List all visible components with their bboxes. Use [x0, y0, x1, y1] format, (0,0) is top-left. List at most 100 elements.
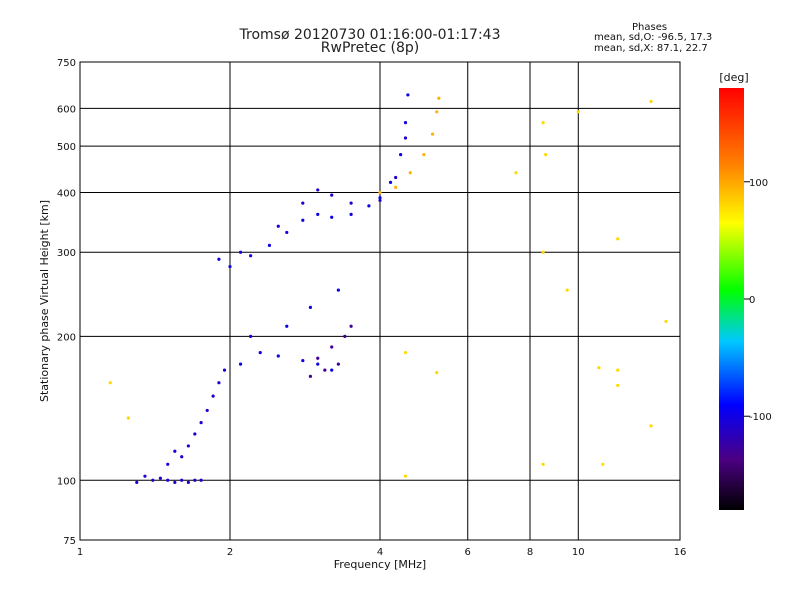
y-tick-label: 500	[57, 142, 76, 153]
data-point	[330, 193, 334, 197]
data-point	[544, 153, 548, 157]
data-points	[108, 93, 668, 484]
data-point	[316, 188, 320, 192]
data-point	[394, 175, 398, 180]
data-point	[378, 198, 382, 203]
y-tick-label: 100	[57, 476, 76, 487]
data-point	[403, 350, 408, 355]
data-point	[151, 478, 155, 482]
data-point	[601, 462, 605, 466]
data-point	[349, 201, 353, 205]
data-point	[349, 324, 353, 328]
data-point	[301, 358, 305, 363]
data-point	[173, 449, 177, 453]
data-point	[437, 96, 441, 100]
colorbar-label: [deg]	[719, 71, 748, 84]
data-point	[166, 478, 170, 482]
data-point	[108, 381, 112, 385]
x-tick-label: 16	[674, 547, 687, 558]
x-tick-label: 8	[527, 547, 533, 558]
data-point	[616, 368, 620, 372]
data-point	[205, 408, 209, 413]
data-point	[649, 99, 653, 104]
data-point	[367, 204, 371, 208]
data-point	[316, 356, 320, 360]
data-point	[301, 218, 305, 222]
axis-ticks: 1 2 4 6 8 10 16 75 100 200 300 400 500 600 750	[57, 58, 686, 558]
data-point	[217, 381, 221, 385]
data-point	[430, 132, 435, 136]
data-point	[394, 185, 398, 189]
data-point	[285, 324, 289, 328]
data-point	[249, 254, 253, 258]
y-tick-label: 200	[57, 332, 76, 343]
data-point	[403, 136, 408, 140]
data-point	[173, 480, 177, 484]
data-point	[143, 474, 147, 478]
y-axis-label: Stationary phase Virtual Height [km]	[38, 200, 51, 402]
y-tick-label: 400	[57, 188, 76, 199]
grid-lines	[80, 62, 680, 540]
data-point	[616, 383, 620, 387]
data-point	[343, 334, 347, 338]
data-point	[388, 180, 393, 184]
data-point	[649, 424, 653, 428]
data-point	[308, 305, 313, 309]
data-point	[126, 416, 130, 420]
data-point	[349, 212, 353, 216]
data-point	[316, 362, 320, 366]
data-point	[238, 362, 243, 366]
colorbar-tick-label: 100	[749, 178, 768, 189]
data-point	[403, 474, 408, 478]
data-point	[330, 368, 334, 372]
x-tick-label: 10	[572, 547, 585, 558]
data-point	[285, 230, 289, 235]
data-point	[186, 444, 190, 448]
data-point	[158, 476, 163, 480]
data-point	[193, 432, 197, 436]
chart-title: Tromsø 20120730 01:16:00-01:17:43	[239, 27, 501, 43]
data-point	[406, 93, 410, 97]
data-point	[217, 257, 221, 261]
x-mode-stats: mean, sd,X: 87.1, 22.7	[594, 43, 708, 54]
data-point	[166, 462, 170, 466]
x-axis-label: Frequency [MHz]	[334, 558, 426, 571]
data-point	[378, 190, 382, 195]
colorbar-tick-label: 0	[749, 295, 755, 306]
x-tick-label: 6	[465, 547, 471, 558]
colorbar-tick-label: -100	[749, 412, 772, 423]
data-point	[422, 153, 426, 157]
data-point	[267, 243, 272, 248]
data-point	[403, 121, 408, 125]
data-point	[135, 480, 139, 484]
data-point	[180, 455, 184, 459]
data-point	[616, 237, 620, 241]
data-point	[399, 153, 403, 157]
data-point	[222, 368, 227, 372]
data-point	[211, 394, 215, 398]
y-tick-label: 75	[63, 536, 76, 547]
data-point	[514, 171, 518, 175]
data-point	[541, 250, 545, 254]
plot-frame	[79, 61, 681, 541]
data-point	[378, 196, 382, 200]
x-tick-label: 1	[77, 547, 83, 558]
data-point	[186, 480, 190, 484]
data-point	[199, 421, 203, 425]
data-point	[258, 350, 262, 355]
data-point	[565, 288, 569, 292]
data-point	[576, 110, 580, 114]
colorbar	[719, 88, 744, 510]
data-point	[316, 212, 320, 216]
data-point	[238, 250, 243, 254]
data-point	[408, 171, 412, 175]
y-tick-label: 600	[57, 104, 76, 115]
data-point	[228, 264, 232, 269]
o-mode-stats: mean, sd,O: -96.5, 17.3	[594, 32, 713, 43]
data-point	[301, 201, 305, 205]
data-point	[276, 354, 280, 358]
data-point	[180, 478, 184, 482]
data-point	[336, 362, 340, 366]
data-point	[199, 478, 203, 482]
